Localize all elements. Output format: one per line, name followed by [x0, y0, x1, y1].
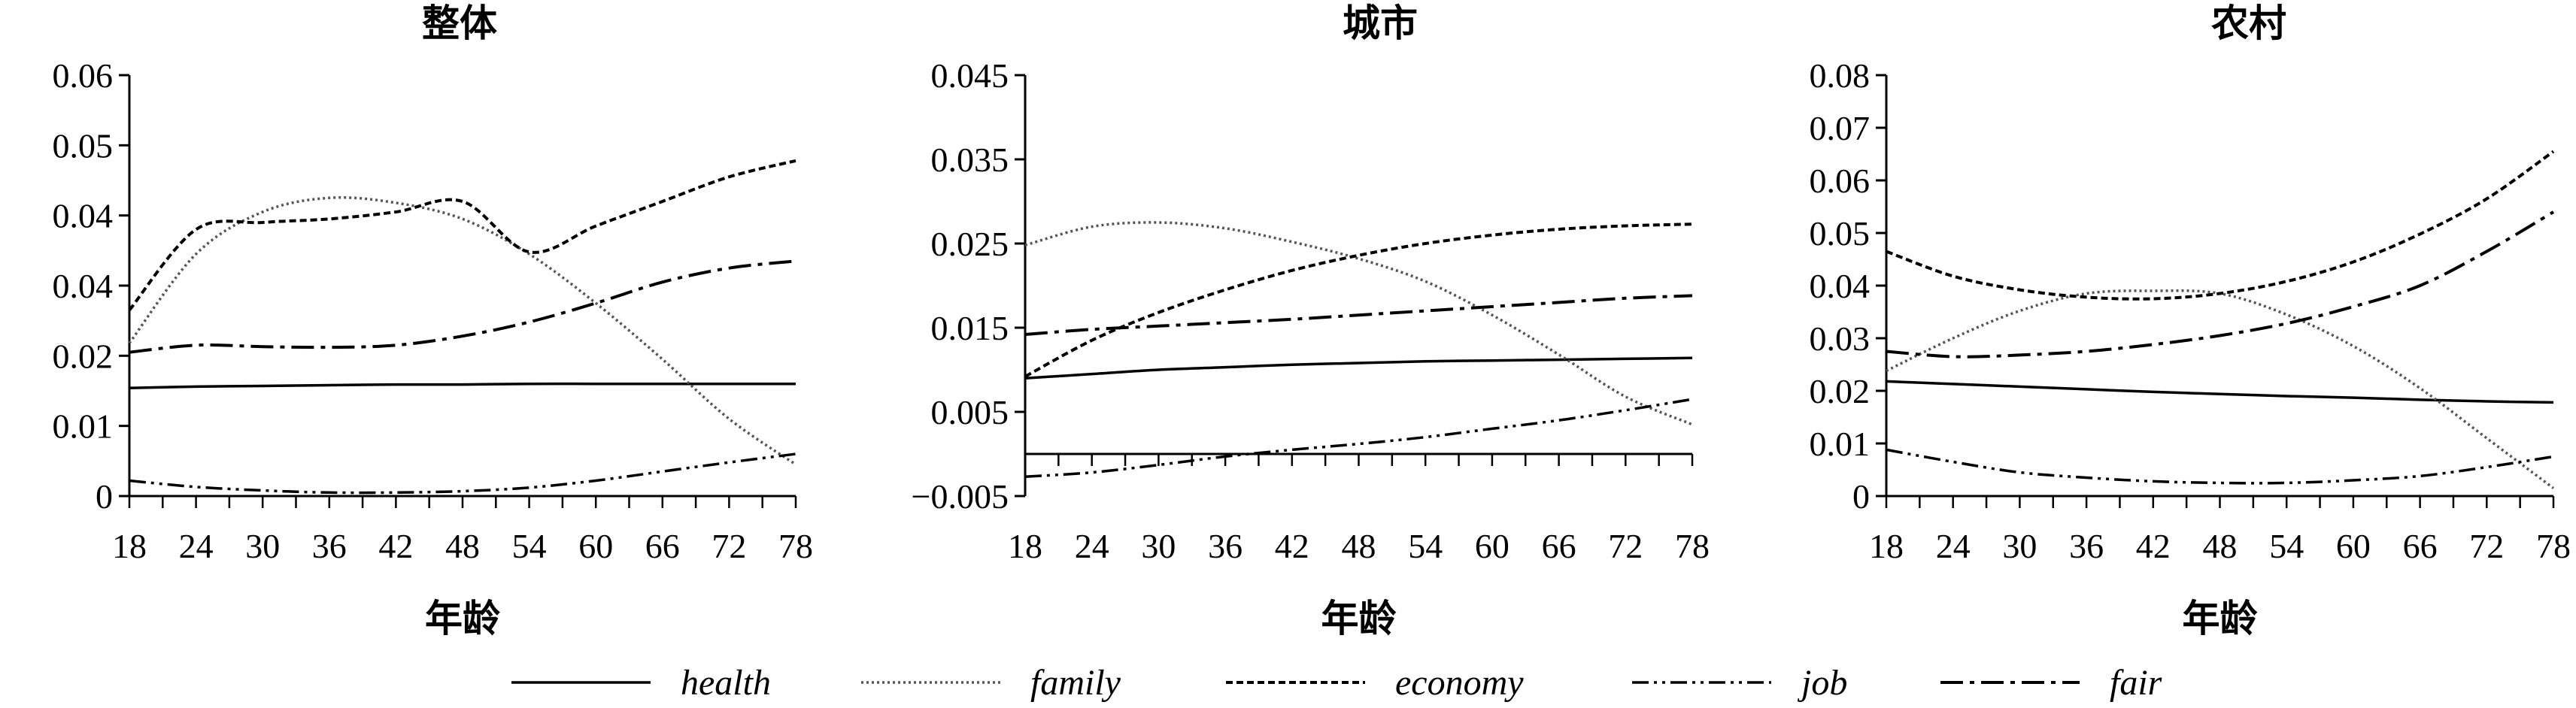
y-tick-label: 0.04	[1810, 267, 1871, 305]
y-tick-label: 0.005	[931, 393, 1009, 431]
legend-item-fair: fair	[1940, 663, 2162, 703]
y-tick-label: 0.06	[53, 56, 114, 95]
y-tick-label: 0.04	[53, 267, 114, 305]
x-tick-label: 36	[2069, 527, 2104, 565]
x-tick-label: 78	[778, 527, 813, 565]
x-tick-label: 24	[1936, 527, 1971, 565]
legend-item-job: job	[1632, 663, 1847, 703]
x-tick-label: 18	[112, 527, 147, 565]
x-tick-label: 72	[2469, 527, 2504, 565]
x-tick-label: 36	[312, 527, 347, 565]
x-tick-label: 24	[1075, 527, 1109, 565]
x-tick-label: 66	[2403, 527, 2438, 565]
legend-label-fair: fair	[2110, 663, 2162, 703]
x-tick-label: 78	[2536, 527, 2571, 565]
series-line-family	[1886, 289, 2555, 489]
chart-panel-1: 整体 0 0.01 0.02 0.04 0.04 0.05 0.06 18 24 30 36 42 48 5…	[53, 2, 814, 640]
chart-panel-2: 城市 −0.005 0.005 0.015 0.025 0.035 0.045 18 24 30 3…	[912, 2, 1710, 640]
legend: health family economy job fair	[511, 663, 2162, 703]
x-tick-label: 36	[1208, 527, 1242, 565]
series-line-family	[1024, 221, 1693, 426]
legend-label-economy: economy	[1395, 663, 1524, 703]
y-tick-label: 0	[96, 477, 113, 516]
x-tick-label: 54	[1408, 527, 1443, 565]
series-line-job	[1886, 448, 2554, 485]
x-tick-label: 48	[2203, 527, 2238, 565]
y-tick-label: 0.08	[1810, 56, 1871, 95]
x-tick-label: 42	[378, 527, 413, 565]
y-tick-label: 0.02	[1810, 372, 1871, 410]
x-tick-label: 72	[1608, 527, 1643, 565]
x-axis-label: 年龄	[2183, 597, 2258, 640]
x-tick-label: 66	[645, 527, 680, 565]
legend-item-economy: economy	[1226, 663, 1524, 703]
y-tick-label: 0.025	[931, 225, 1009, 263]
series-line-fair	[129, 259, 796, 354]
x-tick-label: 54	[512, 527, 547, 565]
legend-label-job: job	[1797, 663, 1847, 703]
chart-title: 农村	[2211, 2, 2286, 45]
y-tick-label: 0	[1852, 477, 1870, 516]
y-tick-label: 0.045	[931, 56, 1009, 95]
x-tick-label: 42	[1275, 527, 1309, 565]
y-tick-label: 0.04	[53, 197, 114, 235]
legend-label-health: health	[681, 663, 771, 703]
y-tick-label: 0.05	[53, 126, 114, 165]
chart-panel-3: 农村 0 0.01 0.02 0.03 0.04 0.05 0.06 0.07 0.08 18 24 3…	[1810, 2, 2571, 640]
x-tick-label: 48	[445, 527, 480, 565]
y-tick-label: 0.03	[1810, 319, 1871, 358]
x-tick-label: 18	[1008, 527, 1042, 565]
y-tick-label: 0.07	[1810, 109, 1871, 147]
y-tick-label: 0.015	[931, 309, 1009, 347]
x-tick-label: 42	[2136, 527, 2171, 565]
x-tick-label: 24	[179, 527, 214, 565]
y-tick-label: 0.05	[1810, 214, 1871, 253]
x-axis-label: 年龄	[425, 597, 500, 640]
x-tick-label: 30	[2002, 527, 2037, 565]
series-line-health	[1024, 356, 1693, 380]
series-line-economy	[128, 159, 796, 311]
x-tick-label: 66	[1542, 527, 1576, 565]
x-tick-label: 60	[2336, 527, 2371, 565]
series-line-economy	[1886, 150, 2555, 301]
series-line-economy	[1024, 222, 1693, 378]
series-line-fair	[1886, 210, 2555, 359]
series-line-job	[129, 452, 796, 495]
series-line-fair	[1024, 294, 1693, 336]
x-tick-label: 54	[2269, 527, 2304, 565]
x-tick-label: 18	[1869, 527, 1904, 565]
legend-label-family: family	[1030, 663, 1121, 703]
series-line-health	[129, 382, 796, 390]
y-tick-label: 0.06	[1810, 162, 1871, 200]
x-tick-label: 78	[1675, 527, 1710, 565]
x-axis-label: 年龄	[1321, 597, 1397, 640]
x-tick-label: 30	[245, 527, 280, 565]
chart-title: 整体	[422, 2, 497, 45]
y-tick-label: 0.02	[53, 337, 114, 375]
legend-item-family: family	[861, 663, 1121, 703]
x-tick-label: 60	[1475, 527, 1509, 565]
legend-item-health: health	[511, 663, 771, 703]
x-tick-label: 48	[1342, 527, 1376, 565]
series-line-health	[1886, 380, 2554, 404]
x-tick-label: 30	[1141, 527, 1176, 565]
y-tick-label: 0.035	[931, 141, 1009, 179]
chart-title: 城市	[1343, 2, 1418, 45]
y-tick-label: 0.01	[53, 407, 114, 446]
y-tick-label: −0.005	[912, 477, 1009, 516]
series-line-family	[128, 196, 796, 466]
x-tick-label: 60	[578, 527, 613, 565]
chart-panels: 整体 0 0.01 0.02 0.04 0.04 0.05 0.06 18 24 30 36 42 48 5…	[53, 2, 2571, 640]
y-tick-label: 0.01	[1810, 425, 1871, 463]
x-tick-label: 72	[712, 527, 746, 565]
